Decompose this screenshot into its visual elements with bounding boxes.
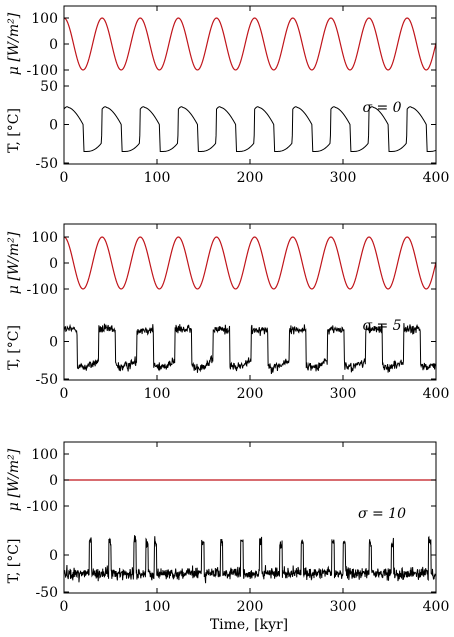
mu-axis-label: μ [W/m²] <box>6 231 22 294</box>
x-tick-label: 300 <box>330 599 357 615</box>
x-axis-label: Time, [kyr] <box>210 617 288 633</box>
plot-frame <box>63 223 437 381</box>
x-tick-label: 100 <box>144 170 171 186</box>
x-tick-label: 0 <box>60 599 69 615</box>
x-tick-label: 100 <box>144 599 171 615</box>
forcing-line <box>63 17 437 71</box>
t-tick-label: -50 <box>35 585 58 601</box>
x-tick-label: 200 <box>237 170 264 186</box>
sigma-label: σ = 0 <box>362 100 401 116</box>
t-tick-label: 0 <box>49 335 58 351</box>
x-tick-label: 0 <box>60 386 69 402</box>
t-tick-label: -50 <box>35 372 58 388</box>
t-axis-label: T, [°C] <box>6 325 22 370</box>
x-tick-label: 400 <box>423 386 450 402</box>
x-tick-label: 400 <box>423 170 450 186</box>
temperature-line <box>63 535 436 584</box>
x-tick-label: 200 <box>237 386 264 402</box>
t-axis-label: T, [°C] <box>6 108 22 153</box>
mu-axis-label: μ [W/m²] <box>6 12 22 75</box>
mu-tick-label: 0 <box>49 37 58 53</box>
mu-tick-label: -100 <box>27 282 58 298</box>
mu-tick-label: -100 <box>27 63 58 79</box>
mu-tick-label: 0 <box>49 473 58 489</box>
t-tick-label: 50 <box>40 79 58 95</box>
t-tick-label: 0 <box>49 548 58 564</box>
x-tick-label: 200 <box>237 599 264 615</box>
plot-frame <box>63 5 437 165</box>
x-tick-label: 300 <box>330 170 357 186</box>
t-tick-label: 0 <box>49 118 58 134</box>
mu-tick-label: 100 <box>31 447 58 463</box>
temperature-line <box>63 323 437 374</box>
x-tick-label: 300 <box>330 386 357 402</box>
mu-tick-label: 100 <box>31 11 58 27</box>
sigma-label: σ = 10 <box>358 506 406 522</box>
mu-tick-label: -100 <box>27 499 58 515</box>
x-tick-label: 0 <box>60 170 69 186</box>
mu-tick-label: 100 <box>31 230 58 246</box>
x-tick-label: 100 <box>144 386 171 402</box>
temperature-line <box>63 106 437 152</box>
x-tick-label: 400 <box>423 599 450 615</box>
t-tick-label: -50 <box>35 156 58 172</box>
forcing-line <box>63 236 437 290</box>
mu-axis-label: μ [W/m²] <box>6 448 22 511</box>
t-axis-label: T, [°C] <box>6 539 22 584</box>
sigma-label: σ = 5 <box>362 318 401 334</box>
mu-tick-label: 0 <box>49 256 58 272</box>
